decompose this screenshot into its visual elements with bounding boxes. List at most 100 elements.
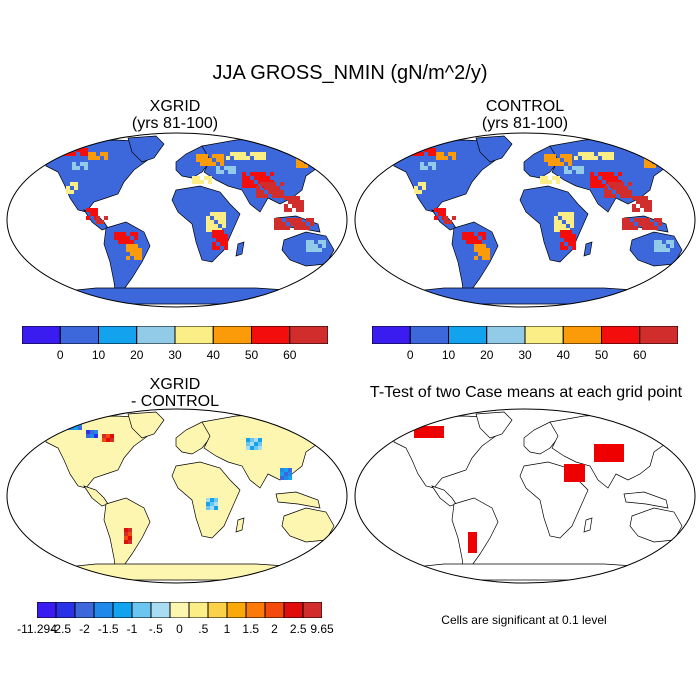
map-grid-cell	[288, 472, 292, 476]
map-grid-cell	[562, 216, 566, 220]
map-grid-cell	[274, 226, 278, 230]
map-grid-cell	[424, 148, 428, 152]
map-grid-cell	[214, 506, 218, 510]
map-grid-cell	[90, 208, 94, 212]
xgrid-title-line1: XGRID	[149, 98, 201, 115]
map-grid-cell	[438, 208, 442, 212]
map-grid-cell	[254, 176, 258, 180]
map-grid-cell	[212, 246, 216, 250]
map-grid-cell	[206, 228, 210, 232]
map-grid-cell	[206, 216, 210, 220]
map-grid-cell	[216, 230, 220, 234]
colorbar-tick-label: 0	[56, 348, 64, 362]
map-grid-cell	[258, 442, 262, 446]
map-grid-cell	[594, 184, 598, 188]
significant-cell	[420, 429, 423, 432]
map-grid-cell	[670, 240, 674, 244]
colorbar-segment	[37, 602, 57, 618]
map-grid-cell	[452, 152, 456, 156]
map-grid-cell	[84, 162, 88, 166]
map-grid-cell	[246, 176, 250, 180]
map-grid-cell	[208, 162, 212, 166]
map-grid-cell	[632, 208, 636, 212]
significant-cell	[582, 479, 585, 482]
colorbar-tick-label: 2	[271, 622, 278, 636]
map-grid-cell	[294, 218, 298, 222]
map-grid-cell	[616, 182, 620, 186]
map-grid-cell	[576, 170, 580, 174]
map-grid-cell	[212, 234, 216, 238]
indonesia-landmass	[623, 491, 669, 509]
map-grid-cell	[432, 166, 436, 170]
map-grid-cell	[84, 148, 88, 152]
map-grid-cell	[260, 190, 264, 194]
significant-cell	[579, 470, 582, 473]
significant-cell	[597, 444, 600, 447]
map-grid-cell	[278, 226, 282, 230]
map-grid-cell	[624, 186, 628, 190]
significant-cell	[621, 453, 624, 456]
map-grid-cell	[452, 156, 456, 160]
map-grid-cell	[208, 176, 212, 180]
significant-cell	[564, 476, 567, 479]
colorbar-segment	[264, 602, 285, 618]
map-grid-cell	[428, 162, 432, 166]
map-grid-cell	[288, 200, 292, 204]
map-grid-cell	[292, 196, 296, 200]
map-grid-cell	[276, 186, 280, 190]
significant-cell	[438, 435, 441, 438]
map-grid-cell	[76, 148, 80, 152]
map-grid-cell	[96, 220, 100, 224]
map-grid-cell	[234, 156, 238, 160]
map-grid-cell	[628, 190, 632, 194]
map-grid-cell	[594, 156, 598, 160]
map-grid-cell	[646, 222, 650, 226]
significant-cell	[579, 467, 582, 470]
map-grid-cell	[662, 248, 666, 252]
control-title-line1: CONTROL	[485, 98, 565, 115]
map-grid-cell	[598, 180, 602, 184]
map-grid-cell	[256, 190, 260, 194]
map-grid-cell	[250, 184, 254, 188]
map-grid-cell	[608, 190, 612, 194]
significant-cell	[609, 453, 612, 456]
map-grid-cell	[658, 248, 662, 252]
map-grid-cell	[80, 162, 84, 166]
significant-cell	[597, 456, 600, 459]
significant-cell	[597, 447, 600, 450]
map-grid-cell	[482, 248, 486, 252]
map-grid-cell	[548, 154, 552, 158]
map-grid-cell	[250, 172, 254, 176]
map-grid-cell	[272, 190, 276, 194]
map-grid-cell	[428, 148, 432, 152]
map-grid-cell	[216, 154, 220, 158]
map-grid-cell	[262, 152, 266, 156]
map-grid-cell	[658, 244, 662, 248]
map-grid-cell	[622, 226, 626, 230]
map-grid-cell	[196, 176, 200, 180]
map-grid-cell	[102, 438, 106, 442]
map-grid-cell	[604, 186, 608, 190]
map-grid-cell	[220, 158, 224, 162]
map-grid-cell	[228, 166, 232, 170]
significant-cell	[579, 476, 582, 479]
map-grid-cell	[96, 156, 100, 160]
significant-cell	[441, 435, 444, 438]
map-grid-cell	[226, 156, 230, 160]
map-grid-cell	[268, 190, 272, 194]
map-grid-cell	[448, 220, 452, 224]
map-grid-cell	[598, 184, 602, 188]
map-grid-cell	[568, 162, 572, 166]
map-grid-cell	[238, 156, 242, 160]
map-grid-cell	[250, 446, 254, 450]
significant-cell	[468, 544, 471, 547]
map-grid-cell	[246, 184, 250, 188]
colorbar-tick-label: -11.294	[17, 622, 57, 636]
map-grid-cell	[104, 216, 108, 220]
significant-cell	[573, 476, 576, 479]
map-grid-cell	[486, 252, 490, 256]
significant-cell	[606, 450, 609, 453]
map-grid-cell	[540, 180, 544, 184]
map-grid-cell	[290, 218, 294, 222]
significant-cell	[471, 547, 474, 550]
